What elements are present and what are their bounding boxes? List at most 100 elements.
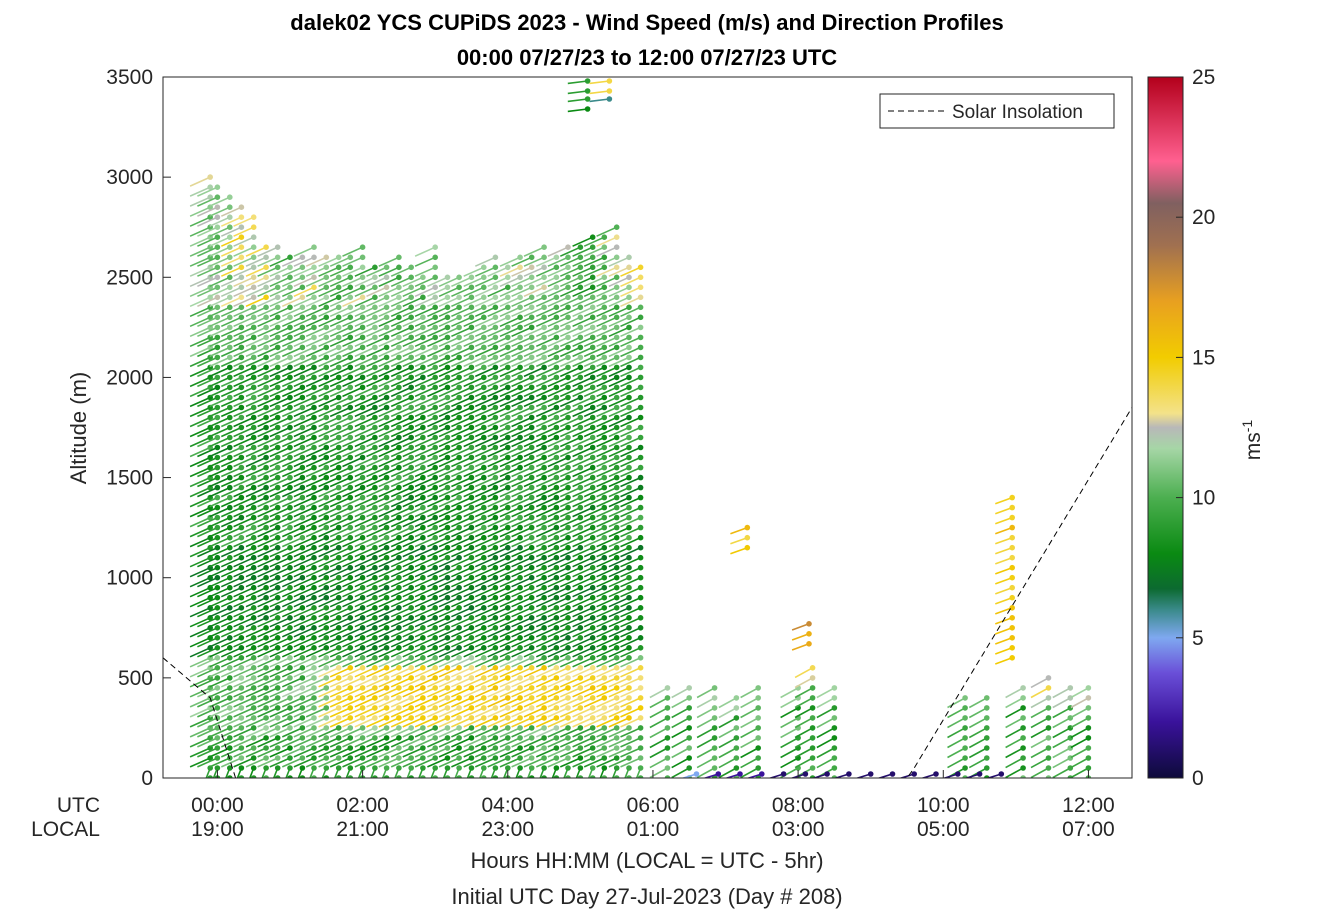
wind-barb-dot — [408, 284, 415, 291]
wind-barb-dot — [323, 715, 330, 721]
wind-barb — [474, 717, 496, 728]
wind-barb — [499, 627, 521, 638]
wind-barb — [474, 607, 496, 618]
wind-barb — [427, 476, 448, 488]
wind-barb — [620, 576, 641, 588]
wind-barb-dot — [626, 685, 632, 691]
wind-barb — [318, 717, 340, 728]
wind-barb — [547, 356, 569, 368]
wind-barb-dot — [637, 314, 644, 321]
wind-barb — [474, 707, 496, 718]
wind-barb-dot — [263, 484, 269, 491]
wind-barb-dot — [359, 424, 366, 431]
wind-barb — [220, 356, 242, 368]
wind-barb-dot — [274, 685, 281, 691]
wind-barb — [318, 486, 340, 498]
wind-barb — [366, 376, 387, 388]
wind-barb-dot — [541, 775, 547, 778]
wind-barb-dot — [481, 304, 487, 311]
wind-barb — [293, 296, 315, 308]
wind-barb — [608, 677, 630, 688]
wind-barb-dot — [505, 424, 511, 431]
wind-barb — [463, 657, 485, 668]
wind-barb-dot — [372, 504, 378, 511]
wind-barb-dot — [408, 594, 415, 601]
wind-barb-dot — [238, 274, 245, 281]
wind-barb — [620, 516, 641, 528]
y-tick-label: 3500 — [106, 66, 153, 89]
wind-barb-dot — [227, 554, 233, 561]
wind-barb-layer — [189, 78, 1092, 778]
wind-barb-dot — [444, 695, 451, 701]
wind-barb-dot — [686, 715, 692, 721]
wind-barb-dot — [359, 284, 366, 291]
wind-barb-dot — [517, 544, 523, 551]
wind-barb-dot — [432, 564, 439, 571]
wind-barb-dot — [214, 514, 221, 521]
wind-barb-dot — [468, 564, 475, 571]
wind-barb — [220, 667, 242, 678]
wind-barb — [427, 667, 448, 678]
wind-barb-dot — [1045, 775, 1052, 778]
wind-barb-dot — [613, 224, 620, 230]
wind-barb-dot — [263, 564, 269, 571]
wind-barb — [402, 446, 424, 458]
wind-barb-dot — [492, 524, 499, 531]
wind-barb — [438, 677, 460, 688]
wind-barb — [451, 506, 472, 518]
wind-barb — [559, 526, 581, 538]
wind-barb-dot — [408, 645, 415, 651]
wind-barb-dot — [335, 755, 342, 761]
wind-barb-dot — [711, 755, 718, 761]
wind-barb-dot — [553, 695, 560, 701]
wind-barb — [197, 556, 218, 568]
wind-barb-dot — [505, 685, 511, 691]
wind-barb — [511, 276, 533, 288]
wind-barb-dot — [468, 294, 475, 301]
wind-barb-dot — [613, 524, 620, 531]
wind-barb — [438, 326, 460, 338]
wind-barb-dot — [505, 705, 511, 711]
wind-barb — [474, 687, 496, 698]
wind-barb — [209, 476, 231, 488]
wind-barb-dot — [492, 675, 499, 681]
wind-barb — [281, 336, 303, 348]
wind-barb-dot — [744, 544, 751, 551]
wind-barb-dot — [517, 735, 523, 741]
wind-barb-dot — [565, 615, 571, 621]
wind-barb — [1070, 707, 1089, 719]
wind-barb-dot — [517, 404, 523, 411]
wind-barb — [329, 757, 351, 768]
wind-barb — [329, 466, 351, 478]
wind-barb — [608, 426, 630, 438]
wind-barb-dot — [238, 334, 245, 341]
wind-barb — [329, 486, 351, 498]
wind-barb — [245, 386, 267, 398]
wind-barb-dot — [589, 314, 596, 321]
wind-barb-dot — [517, 514, 523, 521]
wind-barb — [342, 336, 363, 348]
wind-barb-dot — [335, 655, 342, 661]
wind-barb — [523, 256, 545, 267]
wind-barb — [572, 416, 594, 428]
wind-barb-dot — [517, 474, 523, 481]
x-tick-local-label: 01:00 — [627, 818, 680, 841]
wind-barb — [414, 476, 436, 488]
wind-barb — [189, 386, 211, 398]
wind-barb-dot — [359, 544, 366, 551]
wind-barb — [535, 506, 557, 518]
wind-barb-dot — [456, 404, 462, 411]
wind-barb-dot — [517, 725, 523, 731]
wind-barb — [499, 406, 521, 418]
wind-barb-dot — [359, 594, 366, 601]
wind-barb-dot — [263, 444, 269, 451]
wind-barb — [547, 476, 569, 488]
wind-barb-dot — [432, 454, 439, 461]
wind-barb — [269, 286, 291, 298]
wind-barb-dot — [347, 384, 354, 391]
wind-barb — [390, 416, 412, 428]
wind-barb-dot — [347, 715, 354, 721]
wind-barb-dot — [553, 554, 560, 561]
wind-barb-dot — [601, 645, 608, 651]
wind-barb — [499, 386, 521, 398]
